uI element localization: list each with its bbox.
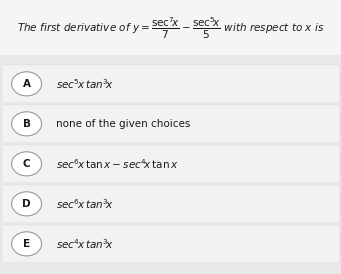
Circle shape xyxy=(12,192,42,216)
Circle shape xyxy=(12,152,42,176)
FancyBboxPatch shape xyxy=(2,105,339,143)
FancyBboxPatch shape xyxy=(2,145,339,183)
Circle shape xyxy=(12,112,42,136)
FancyBboxPatch shape xyxy=(2,185,339,223)
FancyBboxPatch shape xyxy=(2,65,339,103)
Text: A: A xyxy=(23,79,31,89)
Text: E: E xyxy=(23,239,30,249)
Text: $\mathit{sec}^4\!\mathit{x}\,\mathit{tan}^3\!\mathit{x}$: $\mathit{sec}^4\!\mathit{x}\,\mathit{tan… xyxy=(56,237,114,251)
FancyBboxPatch shape xyxy=(0,0,341,55)
Text: $\mathit{sec}^6\!\mathit{x}\,\mathrm{tan}\,\mathit{x} - \mathit{sec}^4\!\mathit{: $\mathit{sec}^6\!\mathit{x}\,\mathrm{tan… xyxy=(56,157,179,171)
Text: $\mathit{sec}^6\!\mathit{x}\,\mathit{tan}^3\!\mathit{x}$: $\mathit{sec}^6\!\mathit{x}\,\mathit{tan… xyxy=(56,197,114,211)
Text: $\mathit{The\ first\ derivative\ of}\ $$y = \dfrac{\mathrm{sec}^7\!x}{7} - \dfra: $\mathit{The\ first\ derivative\ of}\ $$… xyxy=(17,16,324,41)
FancyBboxPatch shape xyxy=(2,225,339,263)
Circle shape xyxy=(12,72,42,96)
Text: C: C xyxy=(23,159,30,169)
Text: none of the given choices: none of the given choices xyxy=(56,119,191,129)
Text: $\mathit{sec}^5\!\mathit{x}\,\mathit{tan}^3\!\mathit{x}$: $\mathit{sec}^5\!\mathit{x}\,\mathit{tan… xyxy=(56,77,114,91)
Text: B: B xyxy=(23,119,31,129)
Circle shape xyxy=(12,232,42,256)
Text: D: D xyxy=(22,199,31,209)
